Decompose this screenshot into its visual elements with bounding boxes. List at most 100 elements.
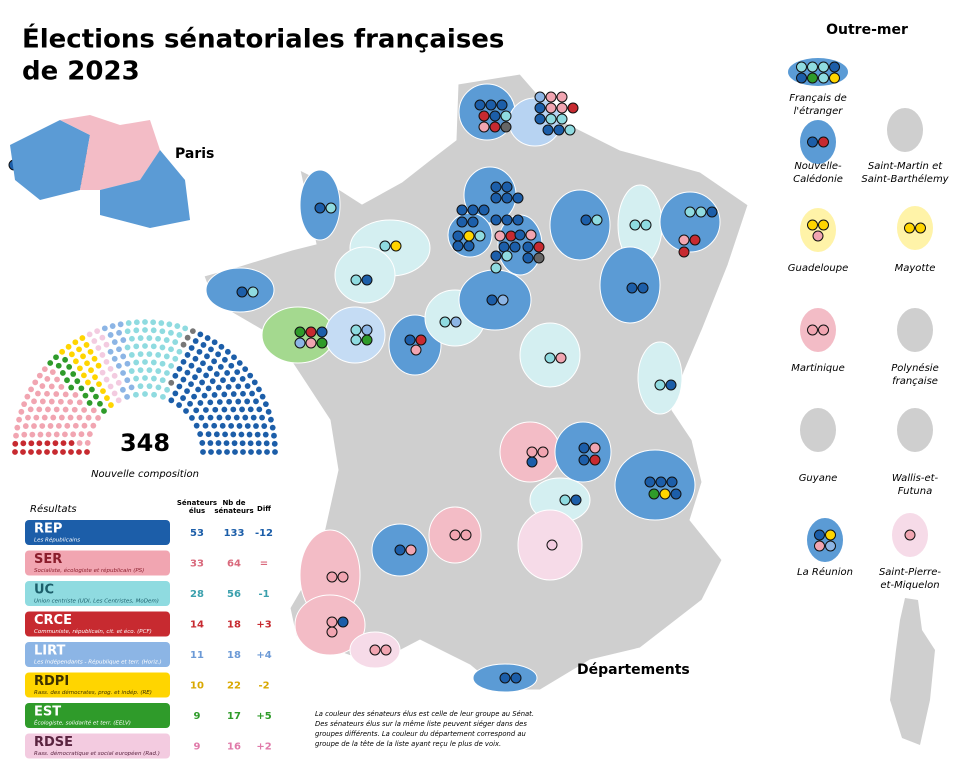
senator-dot	[247, 286, 259, 298]
seat	[84, 440, 91, 446]
senator-dot	[534, 91, 546, 103]
column-header: Nb de	[222, 499, 245, 507]
seat	[217, 363, 224, 370]
senator-dot	[456, 204, 468, 216]
seat	[111, 339, 118, 345]
party-abbr: EST	[34, 705, 61, 720]
seat	[231, 354, 237, 361]
paris-label: Paris	[175, 146, 214, 162]
seat	[28, 449, 34, 455]
seat	[203, 407, 209, 413]
seat	[230, 376, 236, 383]
seat	[72, 422, 79, 429]
seat	[111, 390, 118, 397]
result-cell: 11	[190, 650, 204, 661]
seat	[133, 343, 140, 350]
seat	[86, 400, 93, 406]
territory-name: Guyane	[799, 473, 838, 484]
seat	[39, 398, 46, 405]
senator-dot	[640, 219, 652, 231]
seat	[88, 367, 94, 374]
result-cell: 18	[227, 650, 241, 661]
results-caption: Résultats	[30, 503, 77, 515]
senator-dot	[325, 202, 337, 214]
seat	[146, 351, 153, 357]
result-cell: +3	[256, 620, 271, 631]
senator-dot	[684, 206, 696, 218]
seat	[62, 406, 69, 413]
senator-dot	[314, 202, 326, 214]
senator-dot	[500, 110, 512, 122]
seat	[191, 393, 197, 400]
corsica	[890, 598, 935, 745]
seat	[36, 372, 43, 379]
party-abbr: UC	[34, 583, 54, 598]
seat	[208, 346, 214, 353]
party-badge	[25, 703, 170, 728]
senator-dot	[654, 379, 666, 391]
seat	[272, 449, 278, 455]
seat	[213, 431, 220, 438]
seat	[94, 328, 101, 335]
seat	[133, 327, 140, 334]
seat	[86, 431, 93, 437]
seat	[18, 408, 25, 415]
result-cell: =	[260, 559, 268, 570]
seat	[216, 449, 222, 455]
seat	[230, 431, 237, 438]
senator-dot	[489, 110, 501, 122]
seat	[262, 401, 269, 408]
seat	[86, 331, 93, 338]
seat	[35, 390, 41, 397]
senator-dot	[567, 102, 579, 114]
senator-dot	[380, 644, 392, 656]
seat	[115, 379, 122, 386]
seat	[199, 379, 205, 386]
seat	[28, 386, 34, 393]
seat	[188, 362, 195, 369]
seat	[20, 440, 27, 447]
seat	[188, 345, 195, 351]
seat	[115, 397, 122, 404]
seat	[45, 406, 51, 413]
senator-dot	[316, 326, 328, 338]
result-cell: 9	[194, 742, 201, 753]
senator-dot	[494, 230, 506, 242]
seat	[271, 432, 277, 439]
territory-name: La Réunion	[797, 566, 853, 578]
seat	[39, 423, 46, 429]
senator-dot	[350, 334, 362, 346]
senator-dot	[474, 230, 486, 242]
senator-dot	[695, 206, 707, 218]
seat	[216, 414, 223, 421]
paris-dept	[60, 115, 160, 190]
result-cell: 64	[227, 559, 241, 570]
seat	[164, 386, 171, 393]
seat	[108, 402, 114, 408]
senator-dot	[474, 99, 486, 111]
seat	[62, 391, 69, 398]
seat	[180, 395, 186, 401]
seat	[180, 376, 187, 383]
seat	[137, 335, 144, 341]
seat	[239, 440, 246, 447]
senator-dot	[637, 282, 649, 294]
seat	[150, 343, 157, 350]
seat	[239, 375, 246, 382]
party-abbr: RDPI	[34, 674, 69, 689]
party-name: Les Républicains	[34, 537, 80, 544]
senator-dot	[670, 488, 682, 500]
seat	[200, 449, 206, 455]
seat	[269, 424, 276, 431]
senator-dot	[706, 206, 718, 218]
seat	[197, 331, 204, 338]
senator-dot	[463, 230, 475, 242]
party-abbr: LIRT	[34, 644, 66, 659]
senator-dot	[294, 337, 306, 349]
senator-dot	[467, 204, 479, 216]
senator-dot	[829, 61, 840, 73]
seat	[265, 408, 272, 415]
seat	[27, 406, 34, 413]
senator-dot	[337, 571, 349, 583]
seat	[238, 431, 245, 438]
